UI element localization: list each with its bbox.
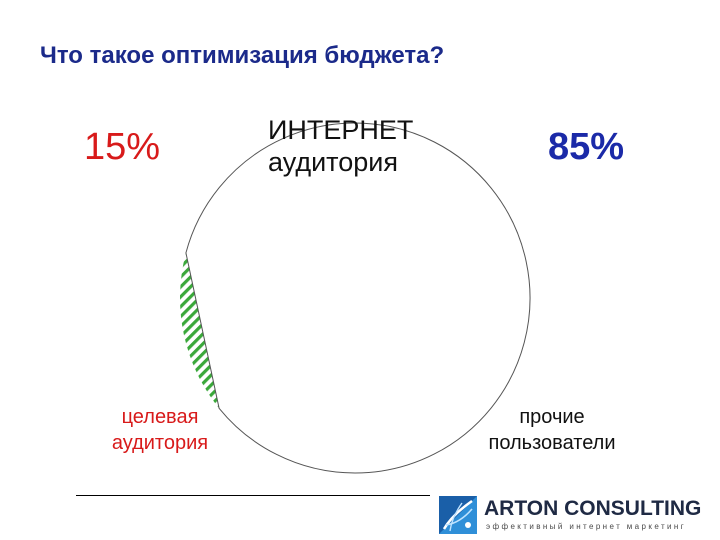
other-users-label-line1: прочие [519, 406, 585, 428]
internet-audience-label-line1: ИНТЕРНЕТ [268, 115, 414, 145]
divider-line [76, 495, 430, 496]
other-users-percent: 85% [548, 126, 625, 168]
logo-name: ARTON CONSULTING [484, 497, 702, 520]
other-users-label-line2: пользователи [488, 432, 616, 454]
target-audience-label-line1: целевая [121, 406, 199, 428]
other-users-label: прочие пользователи [452, 404, 652, 456]
logo-tagline: эффективный интернет маркетинг [486, 522, 687, 531]
target-audience-label: целевая аудитория [70, 404, 250, 456]
slide-title: Что такое оптимизация бюджета? [40, 42, 445, 69]
pie-slice-1 [180, 252, 220, 409]
logo-globe-icon [439, 496, 477, 534]
target-audience-label-line2: аудитория [111, 432, 209, 454]
arton-consulting-logo: ARTON CONSULTING эффективный интернет ма… [438, 493, 708, 537]
pie-slice-2 [185, 122, 531, 474]
internet-audience-label-line2: аудитория [268, 147, 398, 177]
internet-audience-label: ИНТЕРНЕТ аудитория [268, 114, 438, 178]
target-audience-percent: 15% [84, 126, 161, 168]
